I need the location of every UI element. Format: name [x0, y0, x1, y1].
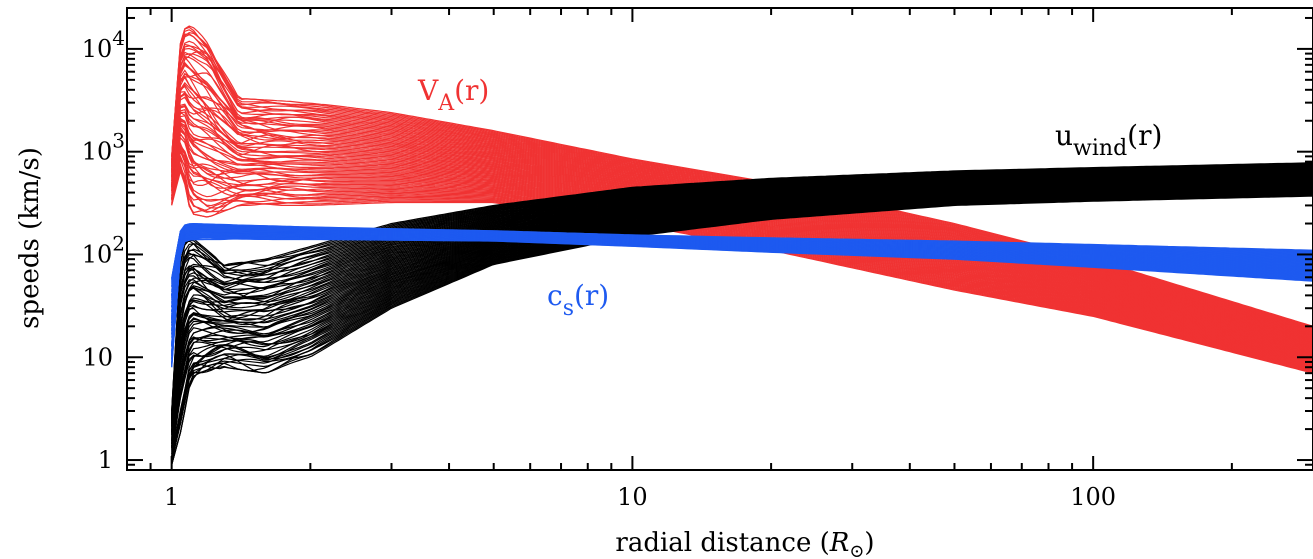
- series-label-u: uwind(r): [1055, 119, 1162, 161]
- y-tick-label: 10: [82, 343, 113, 371]
- series-line: [171, 222, 1313, 279]
- series-line: [171, 147, 1313, 367]
- series-line: [171, 127, 1313, 361]
- series-line: [171, 132, 1313, 364]
- x-tick-label: 10: [617, 483, 648, 511]
- series-line: [171, 149, 1313, 366]
- y-tick-label: 104: [82, 26, 125, 63]
- series-line: [171, 146, 1313, 367]
- series-line: [171, 148, 1313, 365]
- series-line: [171, 125, 1313, 360]
- series-line: [171, 136, 1313, 363]
- series-u-band: [171, 162, 1313, 465]
- series-c-band: [171, 222, 1313, 368]
- x-axis-label: radial distance (R⊙): [615, 528, 874, 559]
- series-line: [171, 141, 1313, 362]
- y-tick-label: 102: [82, 231, 125, 268]
- series-layer: [171, 25, 1313, 465]
- series-line: [171, 157, 1313, 368]
- series-label-c: cs(r): [547, 279, 609, 321]
- y-axis-label: speeds (km/s): [15, 147, 45, 329]
- x-tick-label: 100: [1070, 483, 1116, 511]
- labels-layer: 1 10 100 1 10 102 103 104 VA(r) uwind(r) cs(r): [82, 26, 1163, 511]
- series-line: [171, 143, 1313, 365]
- plot-frame: [126, 7, 1313, 471]
- series-line: [171, 145, 1313, 363]
- series-label-v: VA(r): [417, 74, 489, 116]
- series-v-band: [171, 25, 1313, 374]
- x-tick-label: 1: [164, 483, 179, 511]
- y-tick-label: 1: [98, 446, 113, 474]
- y-tick-label: 103: [82, 129, 125, 166]
- ticks-layer: [126, 8, 1313, 471]
- series-line: [171, 132, 1313, 361]
